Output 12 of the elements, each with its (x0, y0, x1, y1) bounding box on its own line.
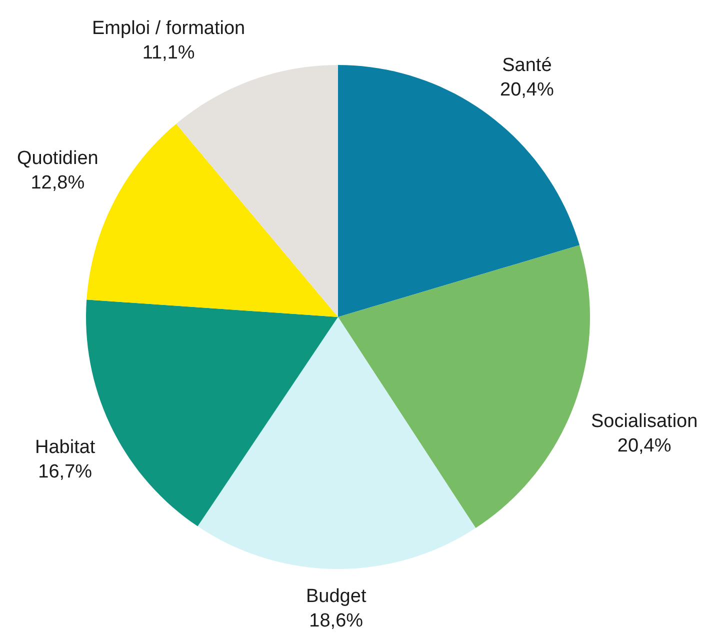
data-label: 20,4% (617, 436, 672, 457)
slice-label: Quotidien (17, 148, 98, 169)
data-label: 12,8% (30, 172, 85, 194)
slice-label: Santé (502, 55, 552, 76)
data-label: 16,7% (38, 462, 92, 483)
slice-label: Socialisation (591, 411, 698, 432)
slice-label: Budget (306, 586, 367, 607)
slice-label: Emploi / formation (92, 18, 246, 39)
data-label: 11,1% (142, 42, 195, 64)
slice-label: Habitat (35, 437, 96, 458)
data-label: 20,4% (500, 80, 554, 101)
data-label: 18,6% (309, 610, 364, 632)
